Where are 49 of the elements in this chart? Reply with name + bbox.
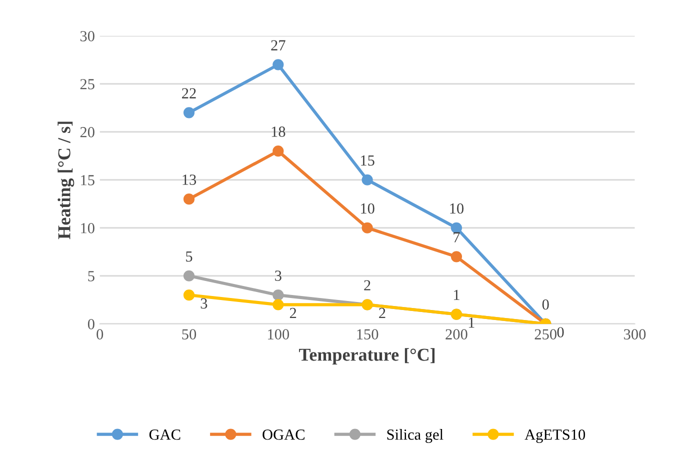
- legend-label: OGAC: [262, 430, 304, 440]
- x-tick-label: 0: [96, 329, 104, 340]
- x-tick-label: 150: [357, 329, 378, 340]
- data-label: 13: [182, 174, 196, 185]
- y-tick-label: 5: [88, 271, 94, 282]
- data-label: 27: [271, 40, 286, 50]
- point: [362, 222, 373, 234]
- data-label: 1: [468, 318, 474, 328]
- y-tick-label: 15: [81, 175, 94, 186]
- point: [362, 174, 373, 186]
- legend-label: Silica gel: [387, 429, 444, 443]
- point: [450, 222, 462, 234]
- data-label: 10: [361, 203, 374, 214]
- y-tick-label: 20: [80, 127, 94, 138]
- point: [183, 270, 195, 282]
- point: [183, 290, 195, 301]
- data-label: 3: [275, 270, 282, 281]
- data-label: 22: [182, 88, 196, 98]
- legend-label: AgETS10: [524, 429, 586, 443]
- data-label: 1: [454, 290, 460, 300]
- y-tick-label: 30: [80, 31, 94, 42]
- point: [272, 290, 284, 301]
- point: [272, 146, 284, 157]
- y-tick-label: 10: [81, 223, 94, 234]
- x-tick-label: 300: [624, 329, 646, 340]
- data-label: 0: [542, 299, 549, 310]
- x-tick-label: 250: [534, 329, 556, 340]
- x-axis-title: Temperature [°C]: [299, 348, 435, 365]
- data-label: 2: [379, 308, 386, 318]
- x-tick-label: 200: [446, 329, 468, 340]
- point: [272, 299, 284, 310]
- x-tick-label: 50: [182, 329, 196, 340]
- y-tick-label: 25: [80, 79, 94, 90]
- point: [183, 194, 195, 205]
- point: [272, 59, 284, 70]
- data-label: 10: [450, 203, 464, 214]
- data-label: 3: [200, 298, 208, 309]
- x-tick-label: 100: [268, 329, 290, 340]
- y-axis-title: Heating [°C / s]: [58, 122, 74, 240]
- legend-label: GAC: [149, 430, 180, 440]
- data-label: 2: [364, 280, 370, 290]
- data-label: 5: [186, 252, 192, 262]
- y-tick-label: 0: [88, 319, 94, 330]
- data-label: 15: [361, 155, 374, 166]
- point: [450, 251, 462, 262]
- data-label: 7: [454, 232, 460, 242]
- data-label: 18: [272, 126, 286, 137]
- data-label: 2: [290, 308, 296, 318]
- point: [183, 107, 195, 118]
